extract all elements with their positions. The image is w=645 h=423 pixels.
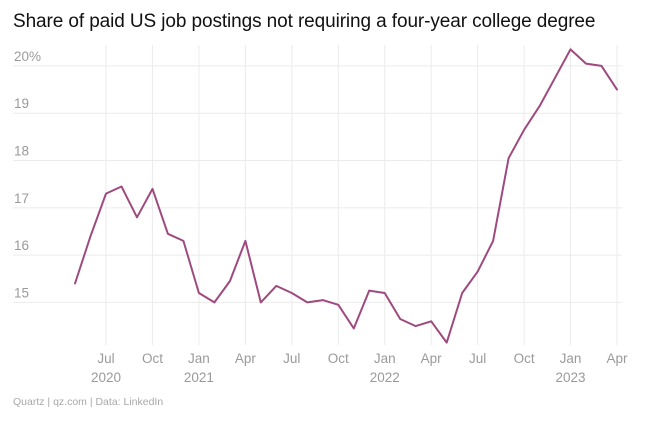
x-tick-label: Oct bbox=[328, 351, 349, 366]
x-tick-label: Jul bbox=[97, 351, 114, 366]
y-tick-label: 17 bbox=[14, 191, 29, 206]
x-tick-label: Apr bbox=[421, 351, 443, 366]
grid-lines bbox=[13, 45, 622, 345]
chart-title: Share of paid US job postings not requir… bbox=[13, 11, 596, 32]
x-tick-label: Oct bbox=[142, 351, 163, 366]
y-tick-label: 20% bbox=[14, 49, 41, 64]
series-line bbox=[74, 48, 618, 344]
x-tick-label: Jan bbox=[374, 351, 396, 366]
x-tick-label: Jul bbox=[283, 351, 300, 366]
x-tick-label: Jan bbox=[188, 351, 210, 366]
y-tick-label: 16 bbox=[14, 238, 29, 253]
x-tick-year-label: 2020 bbox=[91, 370, 121, 385]
x-tick-label: Jan bbox=[560, 351, 582, 366]
x-tick-label: Apr bbox=[235, 351, 257, 366]
x-tick-label: Jul bbox=[469, 351, 486, 366]
x-tick-year-label: 2023 bbox=[556, 370, 586, 385]
y-tick-label: 15 bbox=[14, 285, 29, 300]
y-tick-label: 18 bbox=[14, 144, 29, 159]
x-tick-label: Apr bbox=[606, 351, 628, 366]
series-layer bbox=[74, 48, 618, 344]
x-tick-label: Oct bbox=[514, 351, 535, 366]
x-tick-year-label: 2021 bbox=[184, 370, 214, 385]
y-axis-ticks: 15 16 17 18 19 20% bbox=[14, 49, 41, 301]
y-tick-label: 19 bbox=[14, 96, 29, 111]
x-axis-ticks: Jul 2020 Oct Jan 2021 Apr Jul Oct Jan 2022 Apr Jul O… bbox=[91, 351, 628, 385]
source-note: Quartz | qz.com | Data: LinkedIn bbox=[13, 396, 164, 408]
x-tick-year-label: 2022 bbox=[370, 370, 400, 385]
